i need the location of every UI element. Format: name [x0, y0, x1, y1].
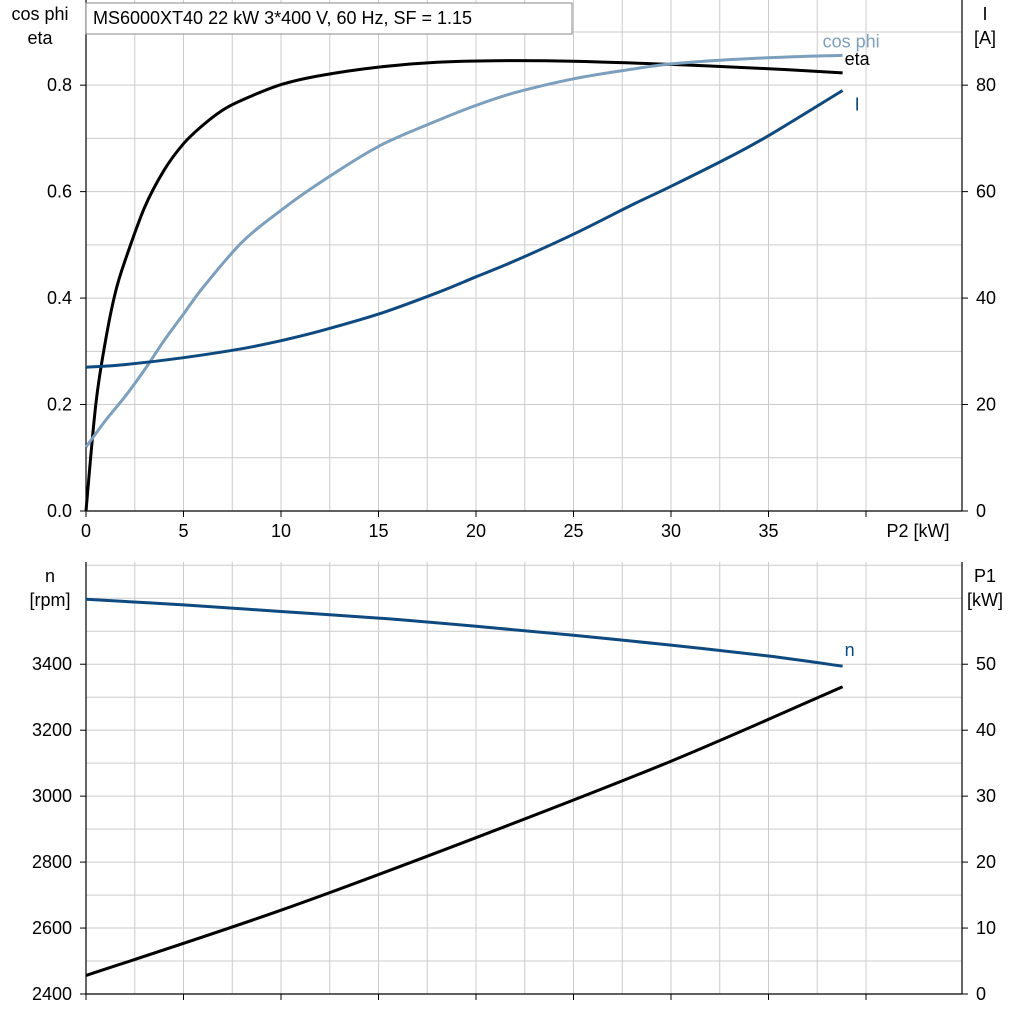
y-right-axis-title: [A]: [974, 28, 996, 48]
y-right-tick-label: 10: [976, 918, 996, 938]
y-left-tick-label: 0.6: [47, 182, 72, 202]
series-label: n: [845, 640, 855, 660]
y-right-tick-label: 80: [976, 75, 996, 95]
series-label: I: [855, 94, 860, 114]
y-left-axis-title: [rpm]: [29, 590, 70, 610]
y-left-axis-title: n: [45, 566, 55, 586]
x-tick-label: 25: [563, 521, 583, 541]
grid-layer: [85, 0, 962, 995]
y-right-tick-label: 60: [976, 182, 996, 202]
x-tick-label: 35: [758, 521, 778, 541]
x-tick-label: 10: [271, 521, 291, 541]
y-left-tick-label: 2600: [32, 918, 72, 938]
y-left-tick-label: 3000: [32, 786, 72, 806]
y-right-tick-label: 0: [976, 984, 986, 1004]
y-right-tick-label: 40: [976, 288, 996, 308]
y-left-tick-label: 0.2: [47, 395, 72, 415]
x-tick-label: 0: [81, 521, 91, 541]
series-eta-line: [84, 59, 843, 512]
chart-title: MS6000XT40 22 kW 3*400 V, 60 Hz, SF = 1.…: [93, 8, 472, 28]
y-left-tick-label: 0.0: [47, 501, 72, 521]
x-tick-label: 15: [368, 521, 388, 541]
y-right-tick-label: 50: [976, 654, 996, 674]
x-axis-title: P2 [kW]: [886, 521, 949, 541]
y-left-tick-label: 3400: [32, 654, 72, 674]
y-left-axis-title: cos phi: [11, 4, 68, 24]
label-layer: 0 5 10 15 20 25 30 35 0.0 0.2 0.4 0.6 0.8 0 20 40 60 80 co…: [11, 4, 1003, 1004]
y-right-tick-label: 0: [976, 501, 986, 521]
y-right-axis-title: I: [982, 4, 987, 24]
y-right-tick-label: 20: [976, 395, 996, 415]
y-right-tick-label: 30: [976, 786, 996, 806]
y-left-tick-label: 3200: [32, 720, 72, 740]
y-left-tick-label: 0.8: [47, 75, 72, 95]
axes-layer: [80, 0, 968, 1000]
y-right-tick-label: 20: [976, 852, 996, 872]
y-left-axis-title: eta: [27, 28, 53, 48]
x-tick-label: 30: [661, 521, 681, 541]
title-box: [85, 2, 573, 35]
y-right-tick-label: 40: [976, 720, 996, 740]
series-layer: [84, 53, 844, 977]
y-right-axis-title: P1: [974, 566, 996, 586]
x-tick-label: 5: [178, 521, 188, 541]
series-label: eta: [845, 49, 871, 69]
series-p1-line: [85, 685, 844, 977]
y-right-axis-title: [kW]: [967, 590, 1003, 610]
series-i-line: [85, 89, 844, 369]
series-n-line: [85, 597, 843, 668]
series-cos-phi-line: [84, 53, 843, 448]
y-left-tick-label: 0.4: [47, 288, 72, 308]
y-left-tick-label: 2800: [32, 852, 72, 872]
x-tick-label: 20: [466, 521, 486, 541]
series-label: cos phi: [823, 31, 880, 51]
y-left-tick-label: 2400: [32, 984, 72, 1004]
